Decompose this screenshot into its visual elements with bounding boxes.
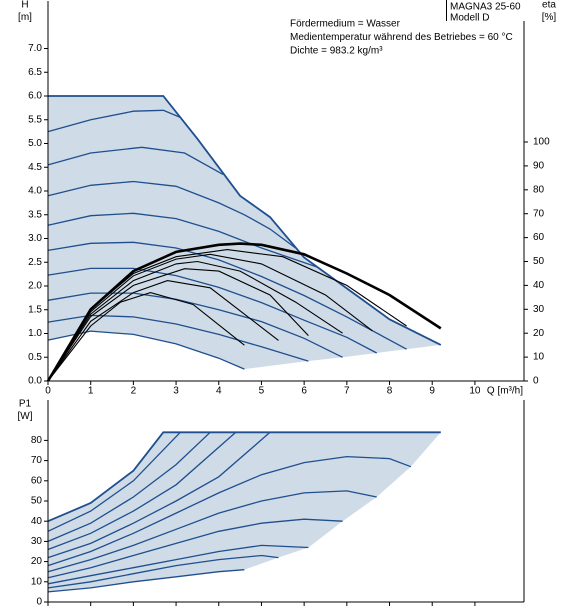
y-tick-label: 3.0 <box>28 233 42 244</box>
y-tick-label: 5.0 <box>28 138 42 149</box>
y-tick-label: 30 <box>31 536 43 547</box>
x-tick-label: 4 <box>216 386 222 397</box>
y-tick-label: 0.5 <box>28 352 42 363</box>
performance-curve <box>47 431 441 523</box>
x-tick-label: 7 <box>344 386 350 397</box>
x-tick-label: 6 <box>301 386 307 397</box>
x-tick-label: 2 <box>131 386 137 397</box>
y-tick-label: 1.5 <box>28 304 42 315</box>
y-tick-label: 60 <box>31 475 43 486</box>
y2-tick-label: 80 <box>533 184 545 195</box>
y2-tick-label: 30 <box>533 304 545 315</box>
annotation: Medientemperatur während des Betriebes =… <box>290 32 513 43</box>
performance-curve <box>48 95 442 346</box>
performance-curve <box>47 267 378 354</box>
x-tick-label: 9 <box>429 386 435 397</box>
model-box-frame <box>446 0 526 21</box>
y2-tick-label: 70 <box>533 208 545 219</box>
x-tick-label: 10 <box>469 386 481 397</box>
x-tick-label: 3 <box>173 386 179 397</box>
x-tick-label: 1 <box>88 386 94 397</box>
performance-curve <box>47 490 377 573</box>
y-axis-label: [W] <box>18 411 33 422</box>
performance-curve <box>47 431 237 551</box>
y2-tick-label: 0 <box>533 376 539 387</box>
y2-axis-label: eta <box>542 0 556 11</box>
y-tick-label: 2.5 <box>28 257 42 268</box>
x-tick-label: 5 <box>259 386 265 397</box>
y2-tick-label: 20 <box>533 328 545 339</box>
efficiency-curve <box>47 260 343 382</box>
y-tick-label: 6.5 <box>28 67 42 78</box>
y-tick-label: 40 <box>31 516 43 527</box>
efficiency-curve <box>47 253 373 382</box>
performance-curve <box>47 518 343 579</box>
y2-tick-label: 90 <box>533 161 545 172</box>
y-tick-label: 7.0 <box>28 43 42 54</box>
performance-curve <box>47 212 318 268</box>
y-axis-label: P1 <box>19 399 32 410</box>
efficiency-curve <box>47 292 245 382</box>
y-axis-label: H <box>21 0 28 11</box>
performance-curve <box>47 554 279 589</box>
performance-curve <box>47 330 245 370</box>
efficiency-curve <box>47 268 309 382</box>
x-axis-label: Q [m³/h] <box>487 386 523 397</box>
y2-tick-label: 40 <box>533 280 545 291</box>
y-tick-label: 70 <box>31 455 43 466</box>
model-label: MAGNA3 25-60 <box>450 2 521 13</box>
operating-range <box>48 432 441 592</box>
y-tick-label: 1.0 <box>28 328 42 339</box>
y-tick-label: 0 <box>36 597 42 608</box>
y2-axis-label: [%] <box>542 12 557 23</box>
x-tick-label: 8 <box>387 386 393 397</box>
y-tick-label: 4.5 <box>28 162 42 173</box>
y-tick-label: 5.5 <box>28 114 42 125</box>
performance-curve <box>47 569 245 593</box>
efficiency-curve <box>46 242 442 382</box>
performance-curve <box>47 431 271 559</box>
y2-tick-label: 60 <box>533 232 545 243</box>
y-tick-label: 10 <box>31 576 43 587</box>
y-axis-label: [m] <box>18 12 32 23</box>
performance-curve <box>47 314 309 362</box>
y-tick-label: 50 <box>31 496 43 507</box>
y-tick-label: 0.0 <box>28 376 42 387</box>
y2-tick-label: 100 <box>533 137 550 148</box>
y2-tick-label: 10 <box>533 352 545 363</box>
performance-curve <box>47 544 309 585</box>
performance-curve <box>47 146 224 175</box>
performance-curve <box>47 455 412 567</box>
y-tick-label: 2.0 <box>28 281 42 292</box>
y-tick-label: 80 <box>31 435 43 446</box>
model-label: Modell D <box>450 13 489 24</box>
annotation: Dichte = 983.2 kg/m³ <box>290 46 383 57</box>
performance-curve <box>47 431 181 532</box>
performance-curve <box>47 292 343 358</box>
y-tick-label: 6.0 <box>28 91 42 102</box>
efficiency-curve <box>47 280 279 382</box>
y-tick-label: 20 <box>31 556 43 567</box>
performance-curve <box>47 180 296 249</box>
y2-tick-label: 50 <box>533 256 545 267</box>
y-tick-label: 4.0 <box>28 186 42 197</box>
operating-range <box>48 96 441 370</box>
efficiency-curve <box>47 249 407 382</box>
performance-curve <box>47 241 407 350</box>
x-tick-label: 0 <box>45 386 51 397</box>
performance-curve <box>47 109 181 133</box>
performance-curve <box>47 431 211 542</box>
annotation: Fördermedium = Wasser <box>290 19 401 30</box>
y-tick-label: 3.5 <box>28 209 42 220</box>
